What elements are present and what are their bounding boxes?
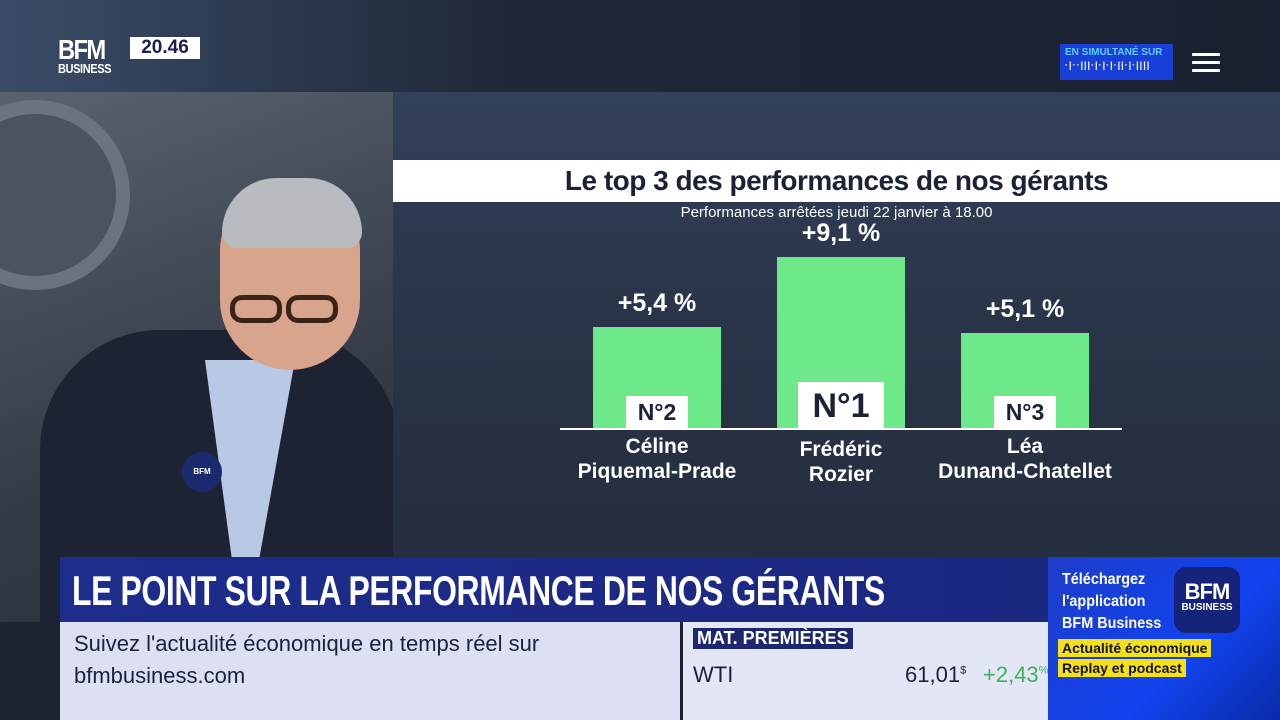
- manager-name: Frédéric Rozier: [799, 438, 883, 486]
- audio-wave-icon: ·|··|||·|·|·|·||·|·||||: [1065, 60, 1151, 70]
- app-icon[interactable]: BFM BUSINESS: [1174, 567, 1240, 633]
- value-label: +9,1 %: [801, 219, 881, 247]
- glasses: [230, 295, 348, 325]
- info-panel: Suivez l'actualité économique en temps r…: [60, 622, 680, 720]
- headline-bar: [60, 557, 1048, 622]
- ticker-name: WTI: [693, 662, 734, 687]
- manager-name: Léa Dunand-Chatellet: [938, 435, 1112, 483]
- promo-text: Téléchargez l'application BFM Business: [1062, 571, 1162, 632]
- ticker-price: 61,01$: [905, 662, 967, 687]
- ticker-section: MAT. PREMIÈRES: [693, 628, 853, 649]
- presenter-hair: [222, 178, 362, 248]
- rank-label: N°3: [994, 396, 1056, 428]
- website-link[interactable]: bfmbusiness.com: [74, 663, 246, 688]
- promo-tag: Actualité économique: [1058, 639, 1212, 657]
- value-label: +5,4 %: [617, 288, 697, 317]
- hamburger-menu-icon[interactable]: [1192, 53, 1220, 73]
- rank-label: N°2: [626, 396, 688, 428]
- ticker-change: +2,43%: [983, 662, 1049, 687]
- headline: LE POINT SUR LA PERFORMANCE DE NOS GÉRAN…: [72, 567, 885, 614]
- promo-tag: Replay et podcast: [1058, 659, 1186, 677]
- clock: 20.46: [130, 37, 200, 59]
- app-promo[interactable]: Téléchargez l'application BFM Business BFM…: [1048, 557, 1280, 720]
- info-line: Suivez l'actualité économique en temps r…: [74, 631, 540, 656]
- chart-subtitle: Performances arrêtées jeudi 22 janvier à…: [680, 204, 993, 221]
- manager-name: Céline Piquemal-Prade: [577, 435, 737, 483]
- bfm-business-logo: BFM BUSINESS: [58, 34, 112, 76]
- value-label: +5,1 %: [985, 294, 1065, 323]
- simulcast-label: EN SIMULTANÉ SUR: [1065, 47, 1163, 58]
- rank-label: N°1: [798, 382, 884, 428]
- microphone: BFM: [182, 452, 222, 492]
- chart-title: Le top 3 des performances de nos gérants: [393, 160, 1280, 202]
- chart-baseline: [560, 428, 1122, 430]
- simulcast-badge[interactable]: EN SIMULTANÉ SUR ·|··|||·|·|·|·||·|·||||: [1060, 44, 1173, 80]
- ticker-panel: MAT. PREMIÈRES WTI 61,01$ +2,43%: [683, 622, 1048, 720]
